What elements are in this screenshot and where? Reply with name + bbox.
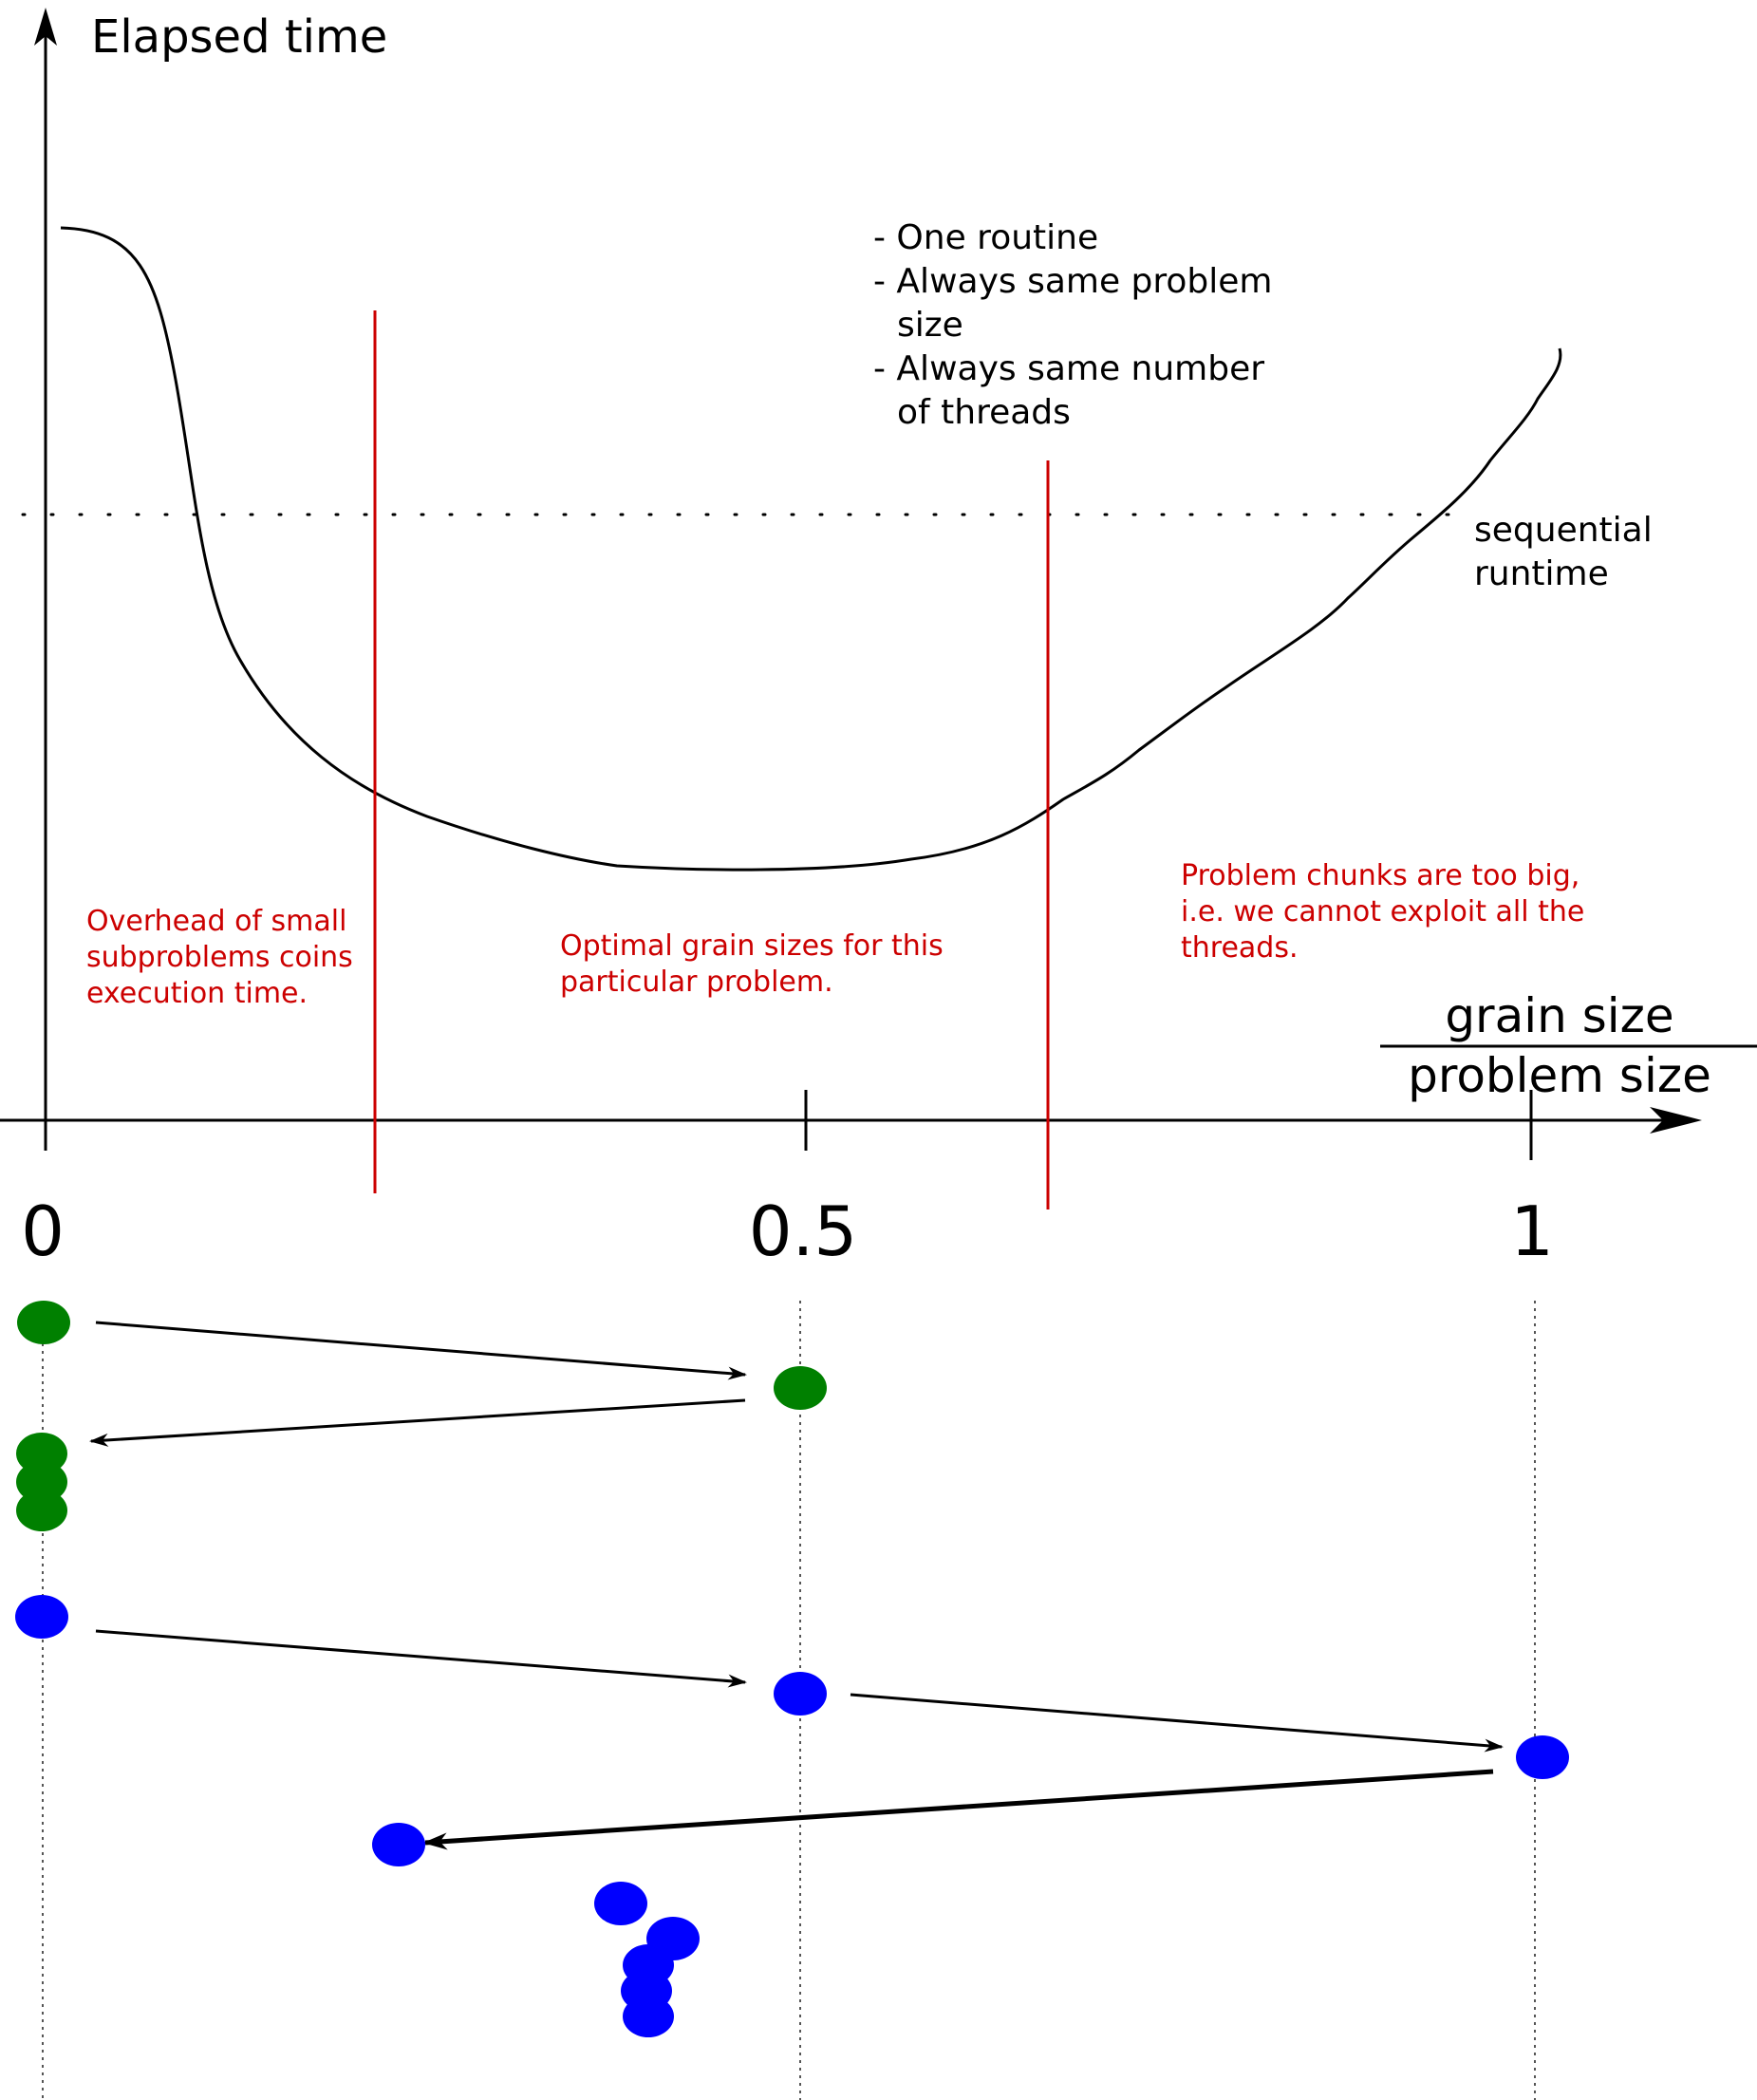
region-right-line-3: threads. (1181, 931, 1299, 965)
x-axis-arrowhead (1650, 1107, 1702, 1134)
x-tick-label-0: 0 (21, 1191, 65, 1271)
y-axis-arrowhead (34, 8, 57, 46)
blue-dot (15, 1595, 68, 1639)
x-tick-label-0.5: 0.5 (749, 1191, 858, 1271)
elapsed-time-curve (60, 226, 1562, 872)
note-line-3: size (897, 306, 963, 345)
region-middle-text: Optimal grain sizes for this particular … (560, 929, 952, 999)
region-right-line-1: Problem chunks are too big, (1181, 859, 1579, 892)
note-line-1: - One routine (873, 218, 1098, 257)
blue-arrow-right-1 (95, 1629, 747, 1688)
blue-dot (774, 1672, 827, 1716)
region-right-line-2: i.e. we cannot exploit all the (1181, 895, 1584, 928)
blue-dot (1516, 1735, 1569, 1779)
sequential-runtime-label: sequential runtime (1474, 511, 1663, 593)
x-axis-label-numerator: grain size (1445, 988, 1673, 1043)
green-dot (16, 1490, 67, 1531)
region-left-line-3: execution time. (86, 977, 308, 1010)
x-axis-label-denominator: problem size (1408, 1048, 1711, 1103)
region-middle-line-1: Optimal grain sizes for this (560, 929, 944, 963)
sequential-runtime-line-1: sequential (1474, 511, 1653, 550)
note-line-2: - Always same problem (873, 262, 1273, 301)
assumptions-note: - One routine - Always same problem size… (873, 218, 1283, 432)
sequential-runtime-line-2: runtime (1474, 554, 1609, 593)
blue-dot (594, 1882, 647, 1925)
region-right-text: Problem chunks are too big, i.e. we cann… (1181, 859, 1594, 965)
green-dot (17, 1301, 70, 1344)
note-line-4: - Always same number (873, 349, 1264, 388)
x-tick-label-1: 1 (1510, 1191, 1554, 1271)
note-line-5: of threads (897, 393, 1071, 432)
green-arrow-right (95, 1321, 747, 1380)
blue-arrow-right-2 (850, 1693, 1504, 1753)
green-dot (774, 1366, 827, 1410)
y-axis-label: Elapsed time (91, 10, 387, 64)
region-left-line-2: subproblems coins (86, 941, 353, 974)
region-left-line-1: Overhead of small (86, 905, 346, 938)
green-arrow-left (89, 1398, 746, 1447)
blue-dot (623, 1996, 674, 2037)
blue-dot (372, 1823, 425, 1866)
region-middle-line-2: particular problem. (560, 966, 833, 999)
region-left-text: Overhead of small subproblems coins exec… (86, 905, 362, 1010)
blue-arrow-left-long (422, 1769, 1494, 1850)
